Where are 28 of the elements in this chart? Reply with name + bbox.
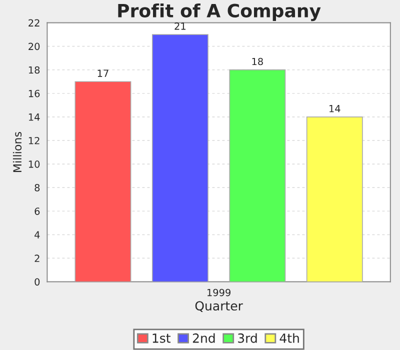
y-tick-label: 8	[34, 184, 40, 192]
legend-label: 2nd	[192, 333, 215, 343]
data-label: 18	[252, 58, 263, 66]
legend-label: 3rd	[238, 333, 257, 343]
y-tick-label: 14	[28, 114, 40, 121]
data-label: 21	[174, 22, 186, 30]
x-tick-label: 1999	[207, 288, 230, 296]
y-tick-label: 12	[28, 136, 40, 144]
y-tick-label: 10	[28, 160, 40, 168]
bar	[74, 81, 132, 282]
bar	[306, 116, 363, 282]
y-tick-label: 16	[28, 90, 40, 98]
y-tick-label: 0	[34, 278, 40, 286]
y-tick-label: 2	[34, 254, 40, 262]
legend-label: 4th	[280, 333, 299, 343]
y-axis-title: Millions	[12, 132, 22, 172]
y-tick-label: 20	[28, 42, 40, 50]
y-tick-label: 6	[34, 208, 40, 215]
legend-label: 1st	[152, 334, 170, 343]
chart-title: Profit of A Company	[118, 3, 321, 22]
data-label: 17	[98, 70, 108, 77]
y-tick-label: 22	[28, 19, 40, 26]
y-tick-label: 4	[34, 231, 40, 238]
data-label: 14	[330, 105, 340, 112]
bar	[152, 34, 208, 282]
x-axis-title: Quarter	[195, 301, 243, 312]
bar	[229, 69, 286, 282]
y-tick-label: 18	[28, 66, 40, 74]
